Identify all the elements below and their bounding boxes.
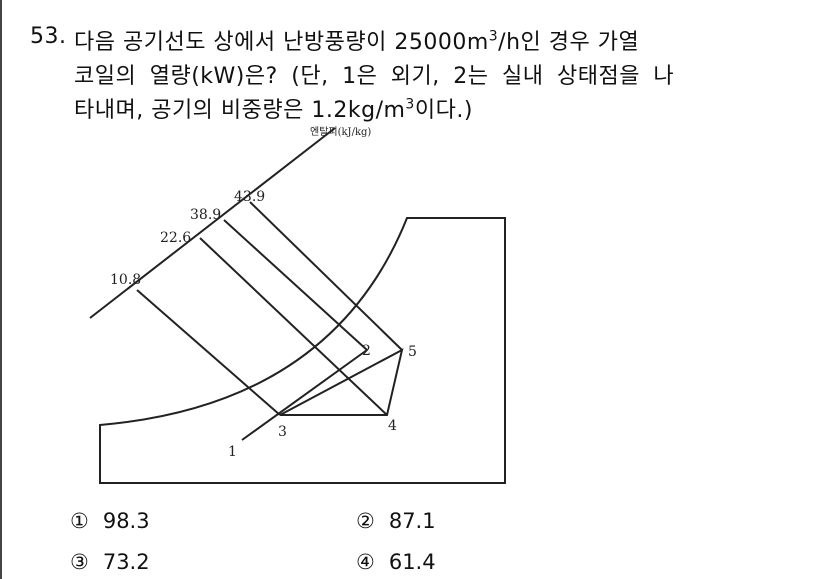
point-label: 5 [408, 344, 417, 360]
text: 이다.) [414, 98, 473, 123]
text: 타내며, 공기의 비중량은 1.2kg/m [74, 98, 406, 123]
text: 코일의 열량(kW)은? (단, 1은 외기, 2는 실내 상태점을 나 [74, 64, 675, 89]
point-label: 4 [388, 418, 397, 434]
enthalpy-line [223, 219, 368, 351]
enthalpy-axis [89, 127, 336, 319]
enthalpy-line [199, 237, 388, 416]
chart-outline [99, 217, 506, 484]
option-marker: ② [356, 509, 375, 533]
option-marker: ① [70, 509, 89, 533]
text: /h인 경우 가열 [498, 30, 640, 55]
point-label: 2 [362, 343, 371, 359]
question-line: 타내며, 공기의 비중량은 1.2kg/m3이다.) [74, 92, 473, 124]
superscript: 3 [405, 96, 415, 113]
option-text: 98.3 [102, 509, 150, 533]
option: ② 87.1 [356, 509, 436, 533]
option: ③ 73.2 [70, 550, 150, 574]
question-line: 코일의 열량(kW)은? (단, 1은 외기, 2는 실내 상태점을 나 [74, 58, 674, 90]
point-label: 1 [228, 444, 237, 460]
option-marker: ③ [70, 550, 89, 574]
process-line [241, 349, 368, 441]
text: 다음 공기선도 상에서 난방풍량이 25000m [74, 30, 489, 55]
enthalpy-label: 10.8 [110, 272, 141, 288]
point-label: 3 [278, 424, 287, 440]
axis-label: 엔탈피(kJ/kg) [310, 125, 371, 138]
question-line: 다음 공기선도 상에서 난방풍량이 25000m3/h인 경우 가열 [74, 24, 639, 56]
enthalpy-line [136, 289, 281, 416]
superscript: 3 [488, 28, 499, 45]
enthalpy-label: 43.9 [234, 189, 265, 205]
option-text: 61.4 [388, 550, 436, 574]
enthalpy-line [249, 201, 403, 351]
option-text: 87.1 [388, 509, 436, 533]
option-marker: ④ [356, 550, 375, 574]
option: ① 98.3 [70, 509, 150, 533]
question-number: 53. [30, 24, 67, 49]
option-text: 73.2 [102, 550, 150, 574]
enthalpy-label: 38.9 [190, 207, 221, 223]
process-line [279, 348, 404, 416]
enthalpy-label: 22.6 [160, 230, 191, 246]
option: ④ 61.4 [356, 550, 436, 574]
